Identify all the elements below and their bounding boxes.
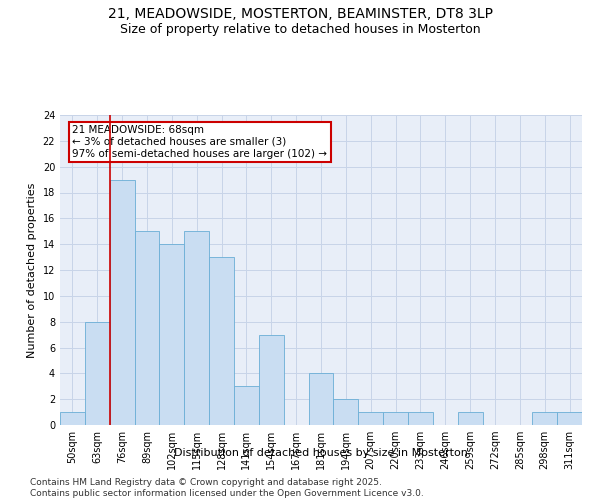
Bar xyxy=(134,231,160,425)
Bar xyxy=(209,257,234,425)
Text: Distribution of detached houses by size in Mosterton: Distribution of detached houses by size … xyxy=(174,448,468,458)
Y-axis label: Number of detached properties: Number of detached properties xyxy=(27,182,37,358)
Text: Size of property relative to detached houses in Mosterton: Size of property relative to detached ho… xyxy=(119,22,481,36)
Bar xyxy=(334,399,358,425)
Text: Contains HM Land Registry data © Crown copyright and database right 2025.
Contai: Contains HM Land Registry data © Crown c… xyxy=(30,478,424,498)
Text: 21 MEADOWSIDE: 68sqm
← 3% of detached houses are smaller (3)
97% of semi-detache: 21 MEADOWSIDE: 68sqm ← 3% of detached ho… xyxy=(73,126,328,158)
Bar xyxy=(110,180,134,425)
Bar xyxy=(259,334,284,425)
Bar xyxy=(85,322,110,425)
Bar xyxy=(458,412,482,425)
Bar xyxy=(234,386,259,425)
Bar xyxy=(557,412,582,425)
Bar xyxy=(408,412,433,425)
Bar xyxy=(60,412,85,425)
Text: 21, MEADOWSIDE, MOSTERTON, BEAMINSTER, DT8 3LP: 21, MEADOWSIDE, MOSTERTON, BEAMINSTER, D… xyxy=(107,8,493,22)
Bar xyxy=(160,244,184,425)
Bar xyxy=(532,412,557,425)
Bar xyxy=(358,412,383,425)
Bar xyxy=(184,231,209,425)
Bar xyxy=(383,412,408,425)
Bar xyxy=(308,374,334,425)
